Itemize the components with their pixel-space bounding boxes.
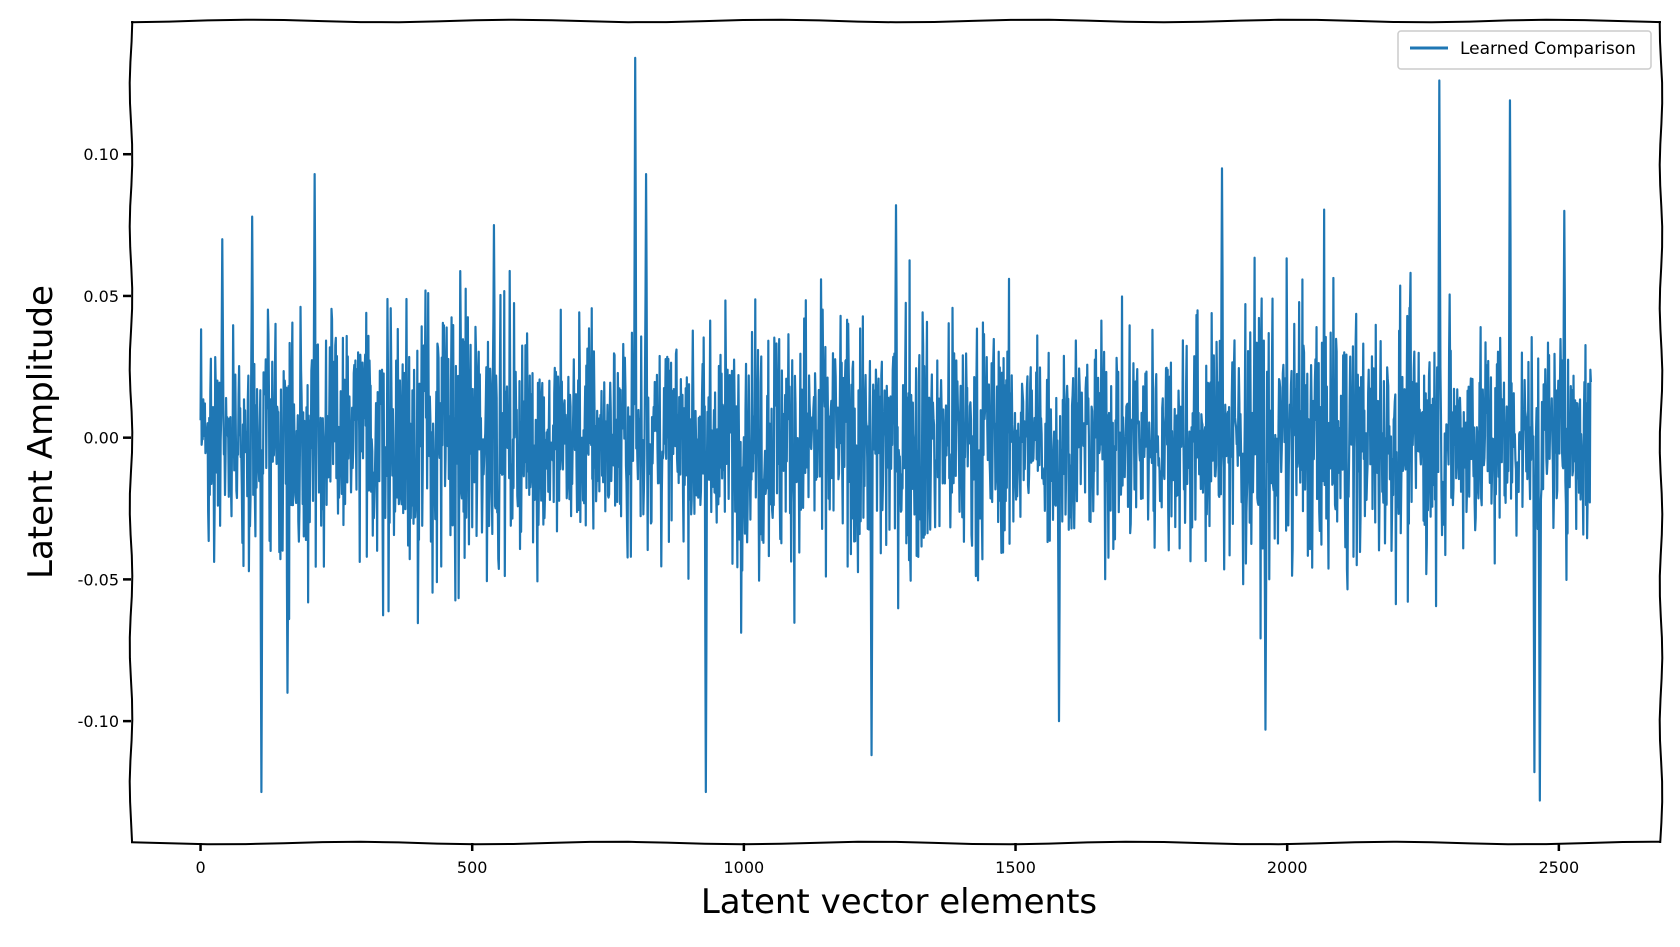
y-axis: 0.10 0.05 0.00 -0.05 -0.10 [78, 145, 131, 731]
frame-top [130, 18, 1662, 24]
plot-frame [128, 18, 1664, 846]
x-axis: 0 500 1000 1500 2000 2500 [195, 843, 1579, 877]
y-tick-label: 0.05 [83, 287, 119, 306]
frame-bottom [130, 840, 1662, 846]
y-tick-label: 0.10 [83, 145, 119, 164]
frame-left [128, 20, 134, 844]
y-tick-label: 0.00 [83, 429, 119, 448]
x-tick-label: 1000 [724, 858, 765, 877]
x-tick-label: 500 [457, 858, 488, 877]
x-tick-label: 2500 [1538, 858, 1579, 877]
x-axis-label: Latent vector elements [701, 882, 1097, 922]
x-tick-label: 2000 [1267, 858, 1308, 877]
legend: Learned Comparison [1397, 30, 1652, 70]
legend-box [1397, 30, 1652, 70]
y-tick-label: -0.05 [78, 570, 119, 589]
legend-entry-label: Learned Comparison [1460, 39, 1636, 59]
x-tick-label: 0 [195, 858, 205, 877]
frame-right [1658, 20, 1664, 844]
x-tick-label: 1500 [995, 858, 1036, 877]
series-layer [199, 56, 1593, 802]
series-line [199, 56, 1593, 802]
y-axis-label: Latent Amplitude [21, 285, 61, 579]
y-tick-label: -0.10 [78, 712, 119, 731]
